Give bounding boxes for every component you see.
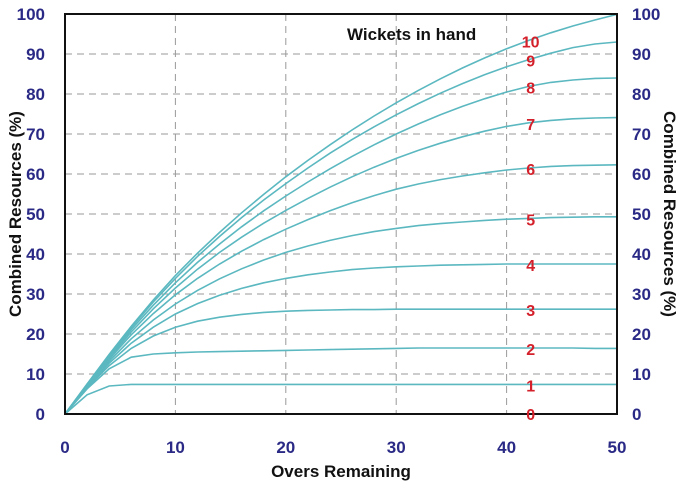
x-tick-labels: 0 10 20 30 40 50 [60, 438, 626, 457]
series-line-10 [64, 13, 618, 415]
left-y-tick-labels: 0 10 20 30 40 50 60 70 80 90 100 [17, 5, 45, 424]
y-tick-label-left: 90 [26, 45, 45, 64]
y-tick-label-left: 60 [26, 165, 45, 184]
y-tick-label-left: 10 [26, 365, 45, 384]
gridlines [65, 14, 617, 414]
y-tick-label-right: 0 [632, 405, 641, 424]
y-tick-label-right: 30 [632, 285, 651, 304]
series-line-1 [64, 383, 617, 415]
y-tick-label-right: 50 [632, 205, 651, 224]
wicket-label-6: 6 [526, 162, 535, 179]
series-curves [64, 13, 618, 415]
x-tick-label: 10 [166, 438, 185, 457]
wicket-label-1: 1 [526, 378, 535, 395]
y-tick-label-left: 50 [26, 205, 45, 224]
series-line-2 [64, 347, 617, 415]
y-tick-label-right: 60 [632, 165, 651, 184]
y-tick-label-right: 80 [632, 85, 651, 104]
right-y-tick-labels: 0 10 20 30 40 50 60 70 80 90 100 [632, 5, 660, 424]
wicket-label-8: 8 [526, 80, 535, 97]
series-line-4 [64, 263, 617, 415]
series-line-6 [64, 164, 618, 415]
x-tick-label: 30 [387, 438, 406, 457]
y-tick-label-left: 100 [17, 5, 45, 24]
wicket-label-7: 7 [526, 117, 535, 134]
wicket-label-10: 10 [522, 34, 540, 51]
y-tick-label-left: 70 [26, 125, 45, 144]
plot-frame [64, 13, 618, 415]
y-tick-label-left: 20 [26, 325, 45, 344]
y-tick-label-right: 90 [632, 45, 651, 64]
series-line-8 [64, 77, 618, 415]
y-tick-label-left: 30 [26, 285, 45, 304]
x-tick-label: 20 [276, 438, 295, 457]
wicket-label-4: 4 [526, 258, 535, 275]
x-tick-label: 0 [60, 438, 69, 457]
wicket-label-2: 2 [526, 342, 535, 359]
wicket-label-3: 3 [526, 303, 535, 320]
wicket-label-9: 9 [526, 54, 535, 71]
wicket-label-5: 5 [526, 212, 535, 229]
y-tick-label-right: 100 [632, 5, 660, 24]
series-line-5 [64, 216, 617, 415]
wicket-label-0: 0 [526, 407, 535, 424]
x-tick-label: 40 [497, 438, 516, 457]
series-line-7 [64, 116, 618, 415]
y-axis-title-left: Combined Resources (%) [6, 111, 25, 317]
y-tick-label-right: 20 [632, 325, 651, 344]
y-tick-label-left: 80 [26, 85, 45, 104]
y-tick-label-right: 70 [632, 125, 651, 144]
legend-title: Wickets in hand [347, 25, 476, 44]
y-axis-title-right: Combined Resources (%) [660, 111, 679, 317]
series-line-3 [64, 308, 617, 415]
y-tick-label-right: 10 [632, 365, 651, 384]
y-tick-label-left: 40 [26, 245, 45, 264]
series-line-9 [64, 41, 618, 415]
x-axis-title: Overs Remaining [271, 462, 411, 481]
y-tick-label-right: 40 [632, 245, 651, 264]
x-tick-label: 50 [608, 438, 627, 457]
y-tick-label-left: 0 [36, 405, 45, 424]
